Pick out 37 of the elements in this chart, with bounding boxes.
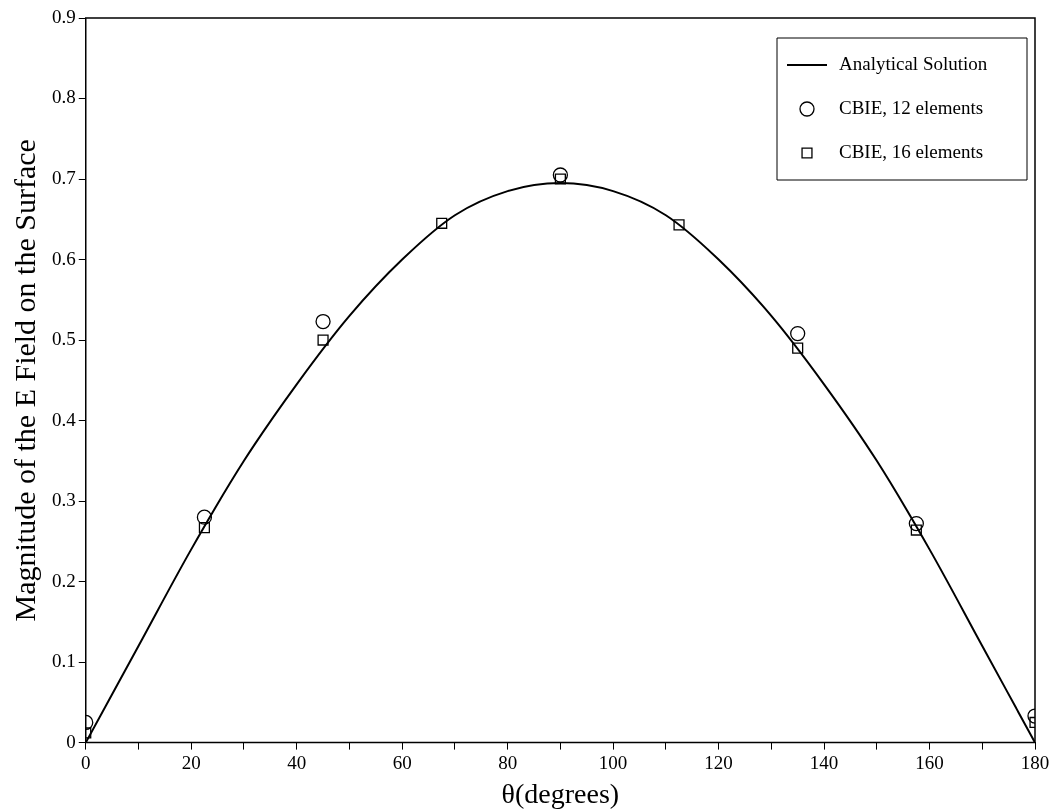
x-tick-label: 40 <box>287 751 307 773</box>
y-tick-label: 0.5 <box>52 328 76 350</box>
y-tick-label: 0.8 <box>52 86 76 108</box>
y-tick-label: 0.7 <box>52 167 76 189</box>
x-tick-label: 140 <box>809 751 839 773</box>
point <box>910 524 922 536</box>
legend-label: Analytical Solution <box>839 52 988 74</box>
x-tick-label: 100 <box>598 751 628 773</box>
x-tick-label: 80 <box>498 751 518 773</box>
y-tick-label: 0.3 <box>52 489 76 511</box>
point <box>196 509 213 525</box>
legend-label: CBIE, 12 elements <box>839 96 984 118</box>
point <box>673 219 685 231</box>
x-tick-label: 20 <box>181 751 201 773</box>
y-tick-label: 0.9 <box>52 5 76 27</box>
point <box>317 334 329 346</box>
x-tick-label: 180 <box>1020 751 1050 773</box>
point <box>436 217 448 229</box>
y-tick-label: 0.6 <box>52 247 76 269</box>
legend-label: CBIE, 16 elements <box>839 140 984 162</box>
point <box>792 342 804 354</box>
x-tick-label: 60 <box>392 751 412 773</box>
point <box>554 173 566 185</box>
y-tick-label: 0.4 <box>52 408 77 430</box>
y-tick-label: 0 <box>66 730 76 752</box>
point <box>198 522 211 534</box>
point <box>908 515 924 532</box>
y-tick-label: 0.2 <box>52 569 76 591</box>
x-axis-title: θ(degrees) <box>501 777 620 809</box>
point <box>552 167 569 183</box>
x-tick-label: 120 <box>704 751 733 773</box>
y-tick-label: 0.1 <box>52 650 76 672</box>
x-tick-label: 160 <box>915 751 944 773</box>
point <box>315 313 331 330</box>
y-axis-title: Magnitude of the E Field on the Surface <box>7 139 41 622</box>
x-tick-label: 0 <box>81 751 91 773</box>
point <box>790 325 806 342</box>
